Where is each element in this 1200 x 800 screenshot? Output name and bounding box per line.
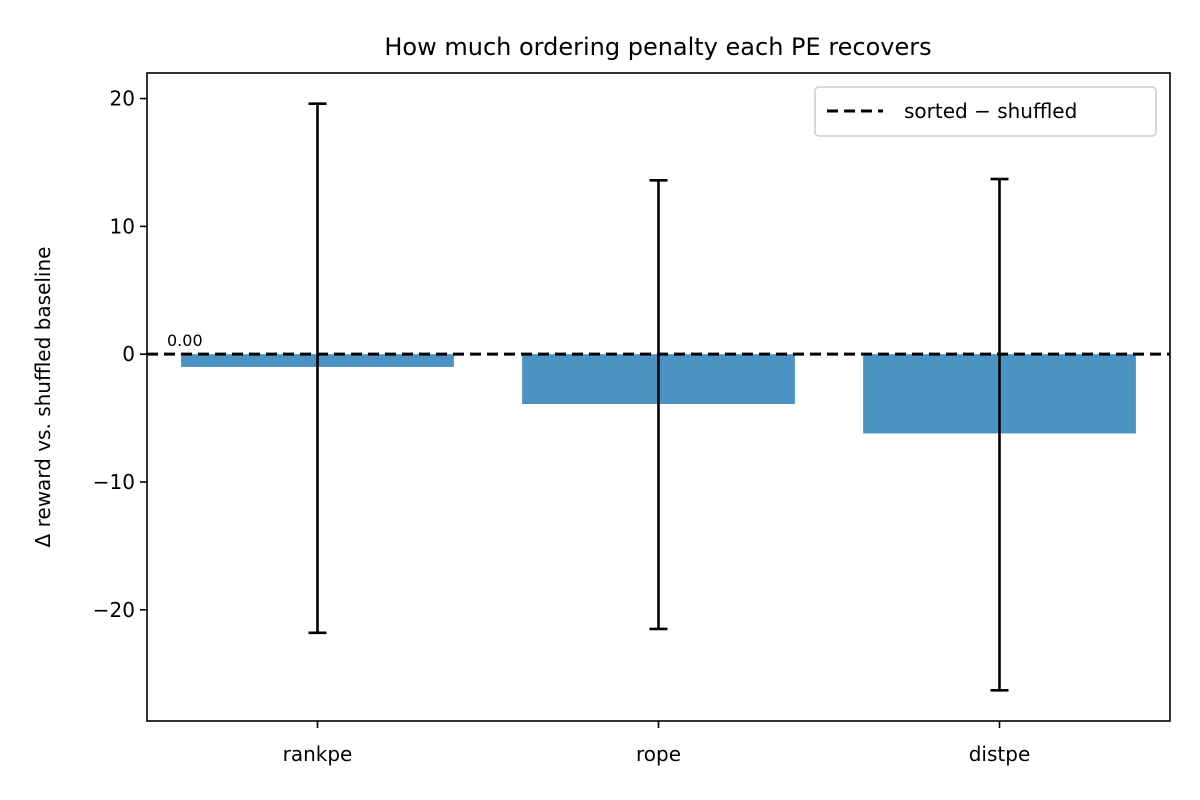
data-label: 0.00 xyxy=(167,331,203,350)
x-tick-label: rankpe xyxy=(283,742,353,766)
legend: sorted − shuffled xyxy=(814,86,1157,137)
y-tick-label: −20 xyxy=(93,598,135,622)
y-tick-label: 0 xyxy=(122,342,135,366)
x-tick-label: rope xyxy=(636,742,681,766)
y-tick-label: 10 xyxy=(110,214,135,238)
legend-box xyxy=(814,86,1157,137)
y-tick-label: −10 xyxy=(93,470,135,494)
legend-label: sorted − shuffled xyxy=(904,99,1077,123)
y-axis-label: Δ reward vs. shuffled baseline xyxy=(31,247,55,548)
y-tick-label: 20 xyxy=(110,87,135,111)
chart-title: How much ordering penalty each PE recove… xyxy=(384,33,931,61)
x-tick-label: distpe xyxy=(969,742,1031,766)
plot-area: 20 10 0 −10 −20 rankpe rope distpe 0.00 xyxy=(93,72,1171,766)
